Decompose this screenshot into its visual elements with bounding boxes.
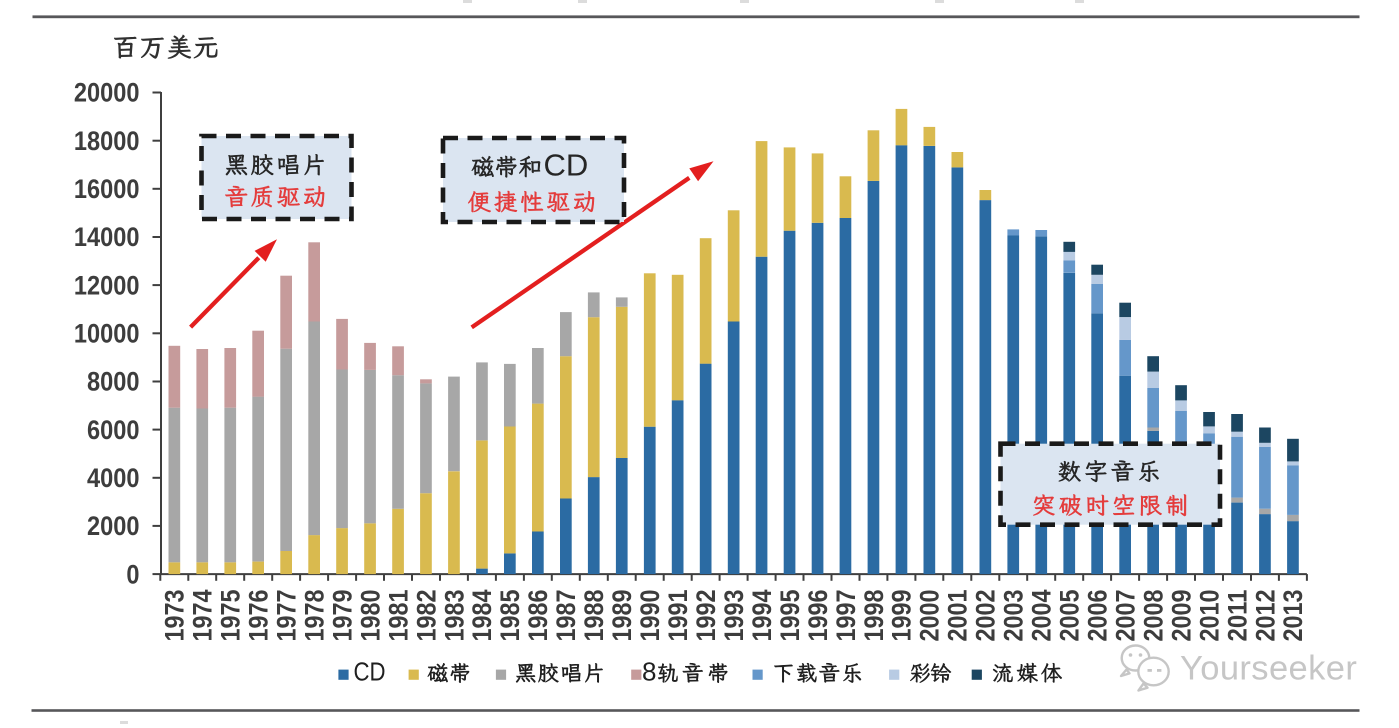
- svg-text:20000: 20000: [74, 78, 140, 108]
- svg-text:8000: 8000: [87, 367, 140, 397]
- svg-text:2001: 2001: [943, 590, 973, 642]
- svg-text:1976: 1976: [244, 590, 274, 642]
- svg-text:2000: 2000: [87, 511, 140, 541]
- svg-text:1993: 1993: [719, 590, 749, 642]
- svg-text:1995: 1995: [775, 590, 805, 642]
- svg-text:1986: 1986: [523, 590, 553, 642]
- svg-text:1978: 1978: [299, 590, 329, 642]
- svg-text:1989: 1989: [607, 590, 637, 642]
- svg-text:16000: 16000: [74, 174, 140, 204]
- svg-text:2009: 2009: [1166, 590, 1196, 642]
- svg-text:1982: 1982: [411, 590, 441, 642]
- svg-text:12000: 12000: [74, 270, 140, 300]
- svg-text:CD: CD: [544, 148, 589, 183]
- svg-text:1991: 1991: [663, 590, 693, 642]
- svg-text:2000: 2000: [915, 590, 945, 642]
- svg-text:0: 0: [126, 559, 139, 589]
- svg-text:1998: 1998: [859, 590, 889, 642]
- svg-text:1994: 1994: [747, 590, 777, 642]
- svg-text:1973: 1973: [160, 590, 190, 642]
- svg-text:2007: 2007: [1110, 590, 1140, 642]
- svg-text:1999: 1999: [887, 590, 917, 642]
- svg-text:6000: 6000: [87, 415, 140, 445]
- svg-text:8: 8: [642, 657, 656, 687]
- svg-text:1977: 1977: [272, 590, 302, 642]
- svg-text:1980: 1980: [355, 590, 385, 642]
- svg-text:1981: 1981: [383, 590, 413, 642]
- svg-text:Yourseeker: Yourseeker: [1180, 650, 1357, 688]
- svg-text:2012: 2012: [1250, 590, 1280, 642]
- svg-text:18000: 18000: [74, 126, 140, 156]
- svg-text:2010: 2010: [1194, 590, 1224, 642]
- svg-text:1983: 1983: [439, 590, 469, 642]
- svg-text:4000: 4000: [87, 463, 140, 493]
- svg-text:1975: 1975: [216, 590, 246, 642]
- svg-text:2002: 2002: [971, 590, 1001, 642]
- svg-text:2006: 2006: [1083, 590, 1113, 642]
- svg-text:1985: 1985: [495, 590, 525, 642]
- svg-text:1992: 1992: [691, 590, 721, 642]
- svg-text:14000: 14000: [74, 222, 140, 252]
- svg-text:1997: 1997: [831, 590, 861, 642]
- svg-text:2013: 2013: [1278, 590, 1308, 642]
- svg-text:2011: 2011: [1222, 590, 1252, 642]
- svg-text:2004: 2004: [1027, 590, 1057, 642]
- svg-text:1988: 1988: [579, 590, 609, 642]
- svg-text:1979: 1979: [327, 590, 357, 642]
- svg-text:1987: 1987: [551, 590, 581, 642]
- svg-text:2003: 2003: [999, 590, 1029, 642]
- svg-text:1974: 1974: [188, 590, 218, 642]
- svg-text:1990: 1990: [635, 590, 665, 642]
- svg-text:10000: 10000: [74, 319, 140, 349]
- svg-text:2008: 2008: [1138, 590, 1168, 642]
- svg-text:1984: 1984: [467, 590, 497, 642]
- svg-text:CD: CD: [354, 657, 386, 687]
- svg-text:2005: 2005: [1055, 590, 1085, 642]
- svg-text:1996: 1996: [803, 590, 833, 642]
